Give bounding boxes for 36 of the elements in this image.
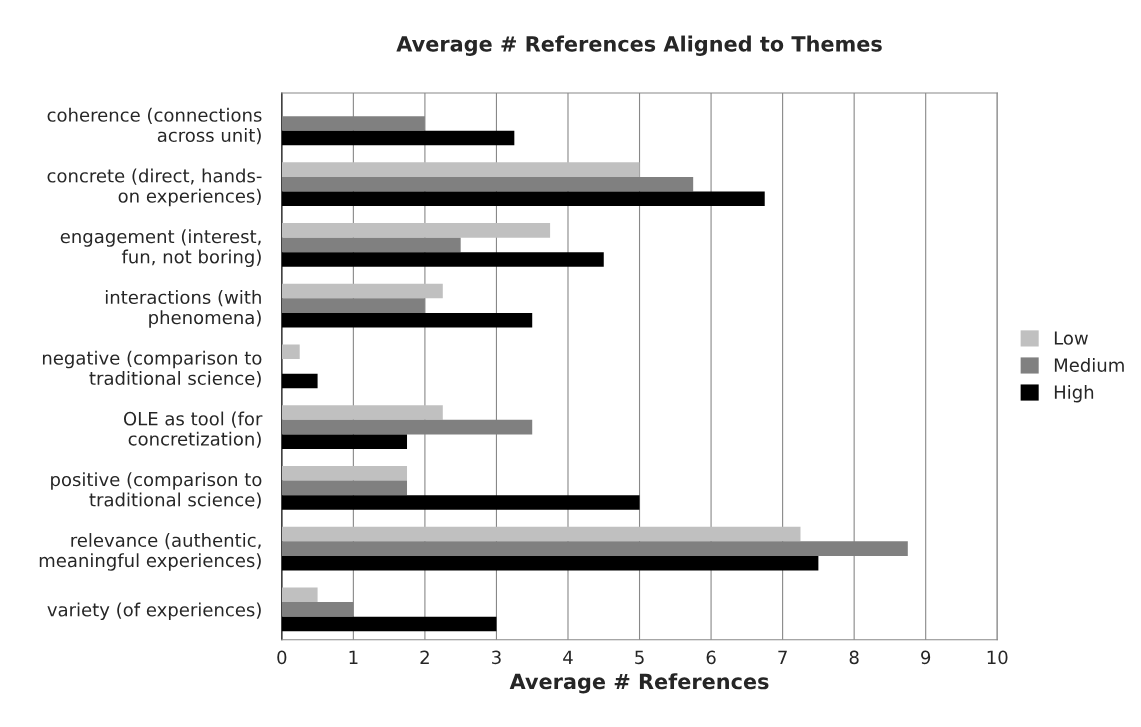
y-tick-label: relevance (authentic, meaningful experiences) [39,533,261,571]
y-tick-label: coherence (connections across unit) [47,107,262,145]
bar [281,223,551,238]
y-tick-label: engagement (interest, fun, not boring) [60,229,261,268]
x-tick-label: 5 [635,650,644,665]
bar [281,405,443,420]
bar [281,587,318,603]
y-tick-label: negative (comparison to traditional science) [42,350,262,388]
x-tick-label: 9 [921,650,931,665]
bar [281,162,640,177]
x-tick-label: 3 [492,650,501,665]
y-tick-label: variety (of experiences) [47,602,261,620]
x-tick-label: 8 [849,650,859,665]
y-tick-label: concrete (direct, hands- on experiences) [47,168,262,207]
bar [281,480,408,496]
bar [281,466,408,481]
bar [281,344,300,360]
legend-label: Low [1054,331,1088,345]
x-tick-label: 7 [778,650,787,664]
chart-title: Average # References Aligned to Themes [396,35,882,56]
y-tick-label: interactions (with phenomena) [105,290,261,328]
x-tick-label: 6 [706,650,716,665]
x-tick-label: 10 [987,650,1008,665]
x-tick-label: 0 [277,650,287,665]
legend-label: High [1054,384,1094,403]
bar [281,283,443,299]
x-tick-label: 1 [349,650,358,664]
x-axis-title: Average # References [509,673,769,694]
bar [281,526,801,542]
y-tick-label: positive (comparison to traditional science) [51,472,262,509]
bar [281,176,694,192]
y-tick-label: OLE as tool (for concretization) [123,411,263,448]
legend-label: Medium [1054,357,1124,372]
bar [281,237,461,253]
x-tick-label: 4 [563,650,573,664]
x-tick-label: 2 [420,650,429,664]
